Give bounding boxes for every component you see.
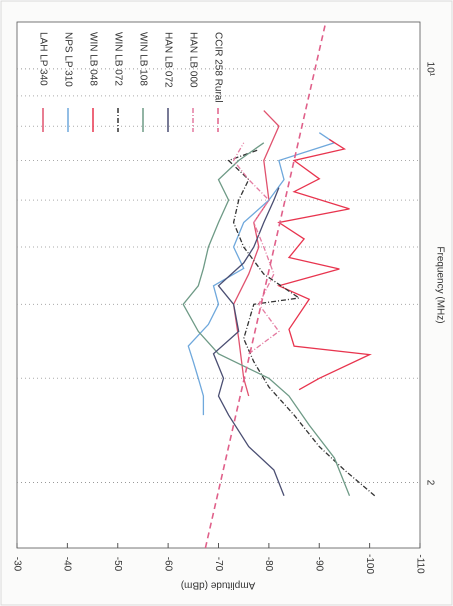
y-tick-label: -60 xyxy=(162,557,173,572)
y-tick-label: -70 xyxy=(213,557,224,572)
legend-label: LAH LP 340 xyxy=(37,32,48,86)
y-tick-label: -110 xyxy=(414,554,425,574)
legend-label: CCIR 258 Rural xyxy=(212,32,223,103)
series-line xyxy=(212,187,285,496)
y-tick-label: -40 xyxy=(62,557,73,572)
series-line xyxy=(232,110,280,397)
legend-label: WIN LB 048 xyxy=(87,32,98,86)
y-tick-label: -30 xyxy=(11,557,22,572)
y-tick-label: -80 xyxy=(263,557,274,572)
y-axis-label: Amplitude (dBm) xyxy=(181,579,255,590)
legend-label: HAN LB 072 xyxy=(162,32,173,88)
series-line xyxy=(276,138,372,391)
series-line xyxy=(227,149,376,497)
legend-label: WIN LB 108 xyxy=(137,32,148,86)
series-line xyxy=(182,142,351,496)
x-tick-label: 10¹ xyxy=(424,62,435,77)
x-tick-label: 2 xyxy=(424,480,435,486)
y-tick-label: -90 xyxy=(314,557,325,572)
legend-label: NPS LP 310 xyxy=(62,32,73,87)
y-tick-label: -50 xyxy=(112,557,123,572)
legend-label: HAN LB 000 xyxy=(187,32,198,88)
y-tick-label: -100 xyxy=(364,554,375,574)
legend-label: WIN LB 072 xyxy=(112,32,123,86)
series-line xyxy=(232,142,280,355)
x-axis-label: Frequency (MHz) xyxy=(434,246,445,323)
